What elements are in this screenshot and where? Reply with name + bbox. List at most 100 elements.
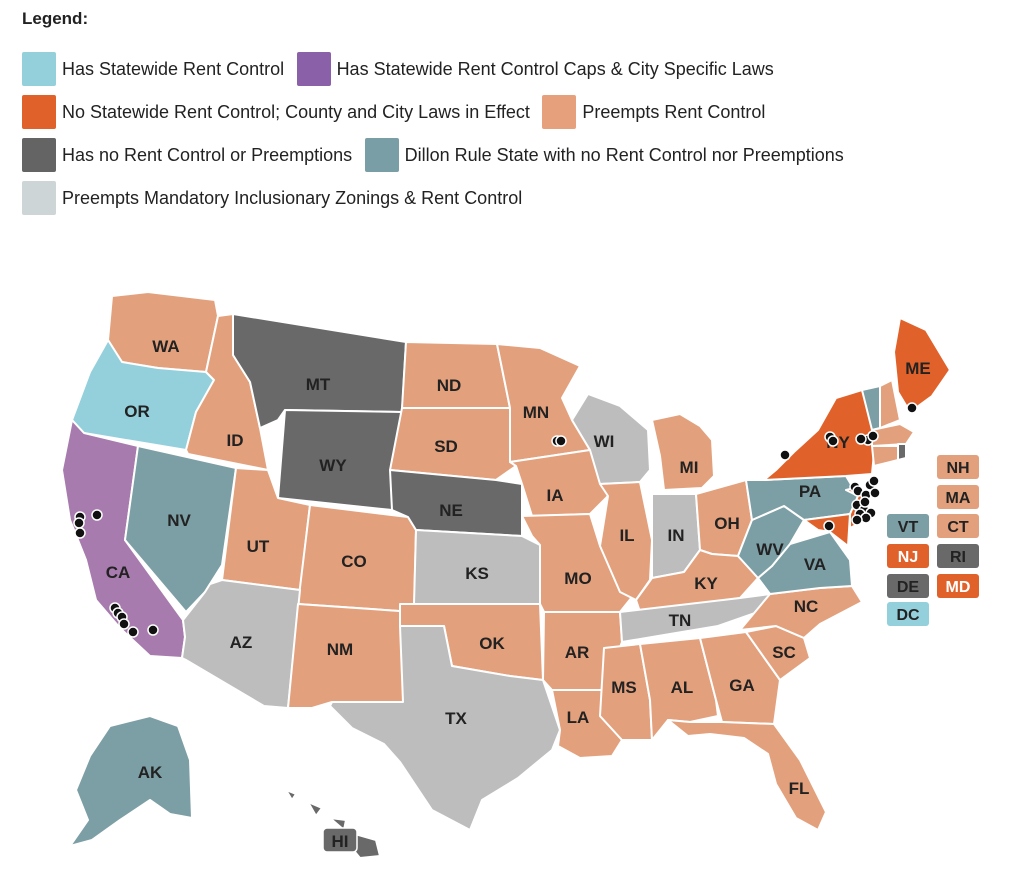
small-state-box-de: DE [887, 574, 929, 598]
small-state-swatch [937, 574, 979, 598]
legend-label: Has Statewide Rent Control Caps & City S… [336, 58, 774, 79]
state-label-tn: TN [669, 611, 692, 630]
city-marker [91, 509, 103, 521]
state-label-fl: FL [789, 779, 810, 798]
small-state-box-nh: NH [937, 455, 979, 479]
state-label-wi: WI [594, 432, 615, 451]
small-state-swatch [937, 455, 979, 479]
state-label-ga: GA [729, 676, 755, 695]
small-state-swatch [937, 485, 979, 509]
state-label-ia: IA [547, 486, 564, 505]
small-state-swatch [887, 514, 929, 538]
small-state-label: VT [898, 519, 919, 536]
small-state-boxes: NH MA VT CT NJ RI DE MD DC [887, 455, 979, 626]
legend-swatch [22, 181, 56, 215]
small-state-box-nj: NJ [887, 544, 929, 568]
state-label-ky: KY [694, 574, 718, 593]
city-marker [118, 618, 130, 630]
state-fl [667, 719, 827, 831]
small-state-box-dc: DC [887, 602, 929, 626]
small-state-box-ma: MA [937, 485, 979, 509]
state-hi-label-box [322, 827, 358, 853]
legend-row-2: No Statewide Rent Control; County and Ci… [22, 95, 773, 134]
legend-label: Dillon Rule State with no Rent Control n… [404, 144, 844, 165]
city-marker [855, 433, 867, 445]
small-state-box-ct: CT [937, 514, 979, 538]
small-state-box-md: MD [937, 574, 979, 598]
legend-swatch [364, 138, 399, 172]
legend-swatch [542, 95, 577, 129]
city-marker [823, 520, 835, 532]
small-state-swatch [887, 602, 929, 626]
legend-swatch [296, 52, 331, 86]
state-label-ok: OK [479, 634, 505, 653]
city-marker [74, 527, 86, 539]
state-mi [651, 413, 715, 491]
legend-label: Has no Rent Control or Preemptions [62, 144, 353, 165]
legend-swatch [22, 95, 56, 129]
state-label-il: IL [619, 526, 634, 545]
state-label-mi: MI [680, 458, 699, 477]
state-label-ak: AK [138, 763, 163, 782]
state-label-tx: TX [445, 709, 467, 728]
state-label-ks: KS [465, 564, 489, 583]
small-state-label: MA [946, 490, 971, 507]
state-label-sc: SC [772, 643, 796, 662]
state-label-nm: NM [327, 640, 353, 659]
legend-label: Preempts Rent Control [582, 101, 766, 122]
state-label-ca: CA [106, 563, 131, 582]
city-marker [906, 402, 918, 414]
state-label-mn: MN [523, 403, 549, 422]
state-label-al: AL [671, 678, 694, 697]
legend-label: Has Statewide Rent Control [62, 58, 285, 79]
legend-item-statewide: Has Statewide Rent Control [22, 52, 284, 86]
state-label-id: ID [227, 431, 244, 450]
legend-row-3: Has no Rent Control or Preemptions Dillo… [22, 138, 852, 177]
small-state-label: MD [946, 579, 971, 596]
state-label-nv: NV [167, 511, 191, 530]
city-marker [869, 487, 881, 499]
state-label-ms: MS [611, 678, 637, 697]
state-label-va: VA [804, 555, 826, 574]
state-label-co: CO [341, 552, 367, 571]
legend-item-caps: Has Statewide Rent Control Caps & City S… [296, 52, 774, 86]
small-state-label: NH [946, 460, 969, 477]
legend-item-preempts: Preempts Rent Control [542, 95, 765, 129]
city-marker [147, 624, 159, 636]
small-state-label: RI [950, 549, 966, 566]
city-marker [868, 475, 880, 487]
state-me [893, 317, 951, 413]
state-label-hi: HI [332, 832, 349, 851]
state-label-sd: SD [434, 437, 458, 456]
state-label-ne: NE [439, 501, 463, 520]
state-sd [389, 407, 517, 481]
state-label-or: OR [124, 402, 150, 421]
state-label-nd: ND [437, 376, 462, 395]
city-marker [73, 517, 85, 529]
state-ak [69, 715, 193, 847]
legend-item-iz: Preempts Mandatory Inclusionary Zonings … [22, 181, 522, 215]
small-state-shape [871, 445, 899, 467]
legend-title: Legend: [22, 9, 89, 28]
state-label-la: LA [567, 708, 590, 727]
state-label-ut: UT [247, 537, 270, 556]
small-state-shape [897, 443, 907, 461]
state-labels: WA OR CA ID NV MT WY UT CO AZ NM ND SD NE KS OK TX MN IA MO… [106, 337, 931, 853]
city-marker [779, 449, 791, 461]
legend-label: Preempts Mandatory Inclusionary Zonings … [62, 187, 523, 208]
state-label-me: ME [905, 359, 931, 378]
state-label-in: IN [668, 526, 685, 545]
state-label-mo: MO [564, 569, 591, 588]
state-label-az: AZ [230, 633, 253, 652]
state-label-mt: MT [306, 375, 331, 394]
small-state-swatch [887, 574, 929, 598]
small-state-swatch [937, 514, 979, 538]
state-label-wv: WV [756, 540, 784, 559]
legend-item-local: No Statewide Rent Control; County and Ci… [22, 95, 530, 129]
small-state-shape [879, 379, 901, 429]
small-state-label: DE [897, 579, 920, 596]
legend-item-dillon: Dillon Rule State with no Rent Control n… [364, 138, 844, 172]
legend-label: No Statewide Rent Control; County and Ci… [62, 101, 530, 122]
legend-item-none: Has no Rent Control or Preemptions [22, 138, 352, 172]
